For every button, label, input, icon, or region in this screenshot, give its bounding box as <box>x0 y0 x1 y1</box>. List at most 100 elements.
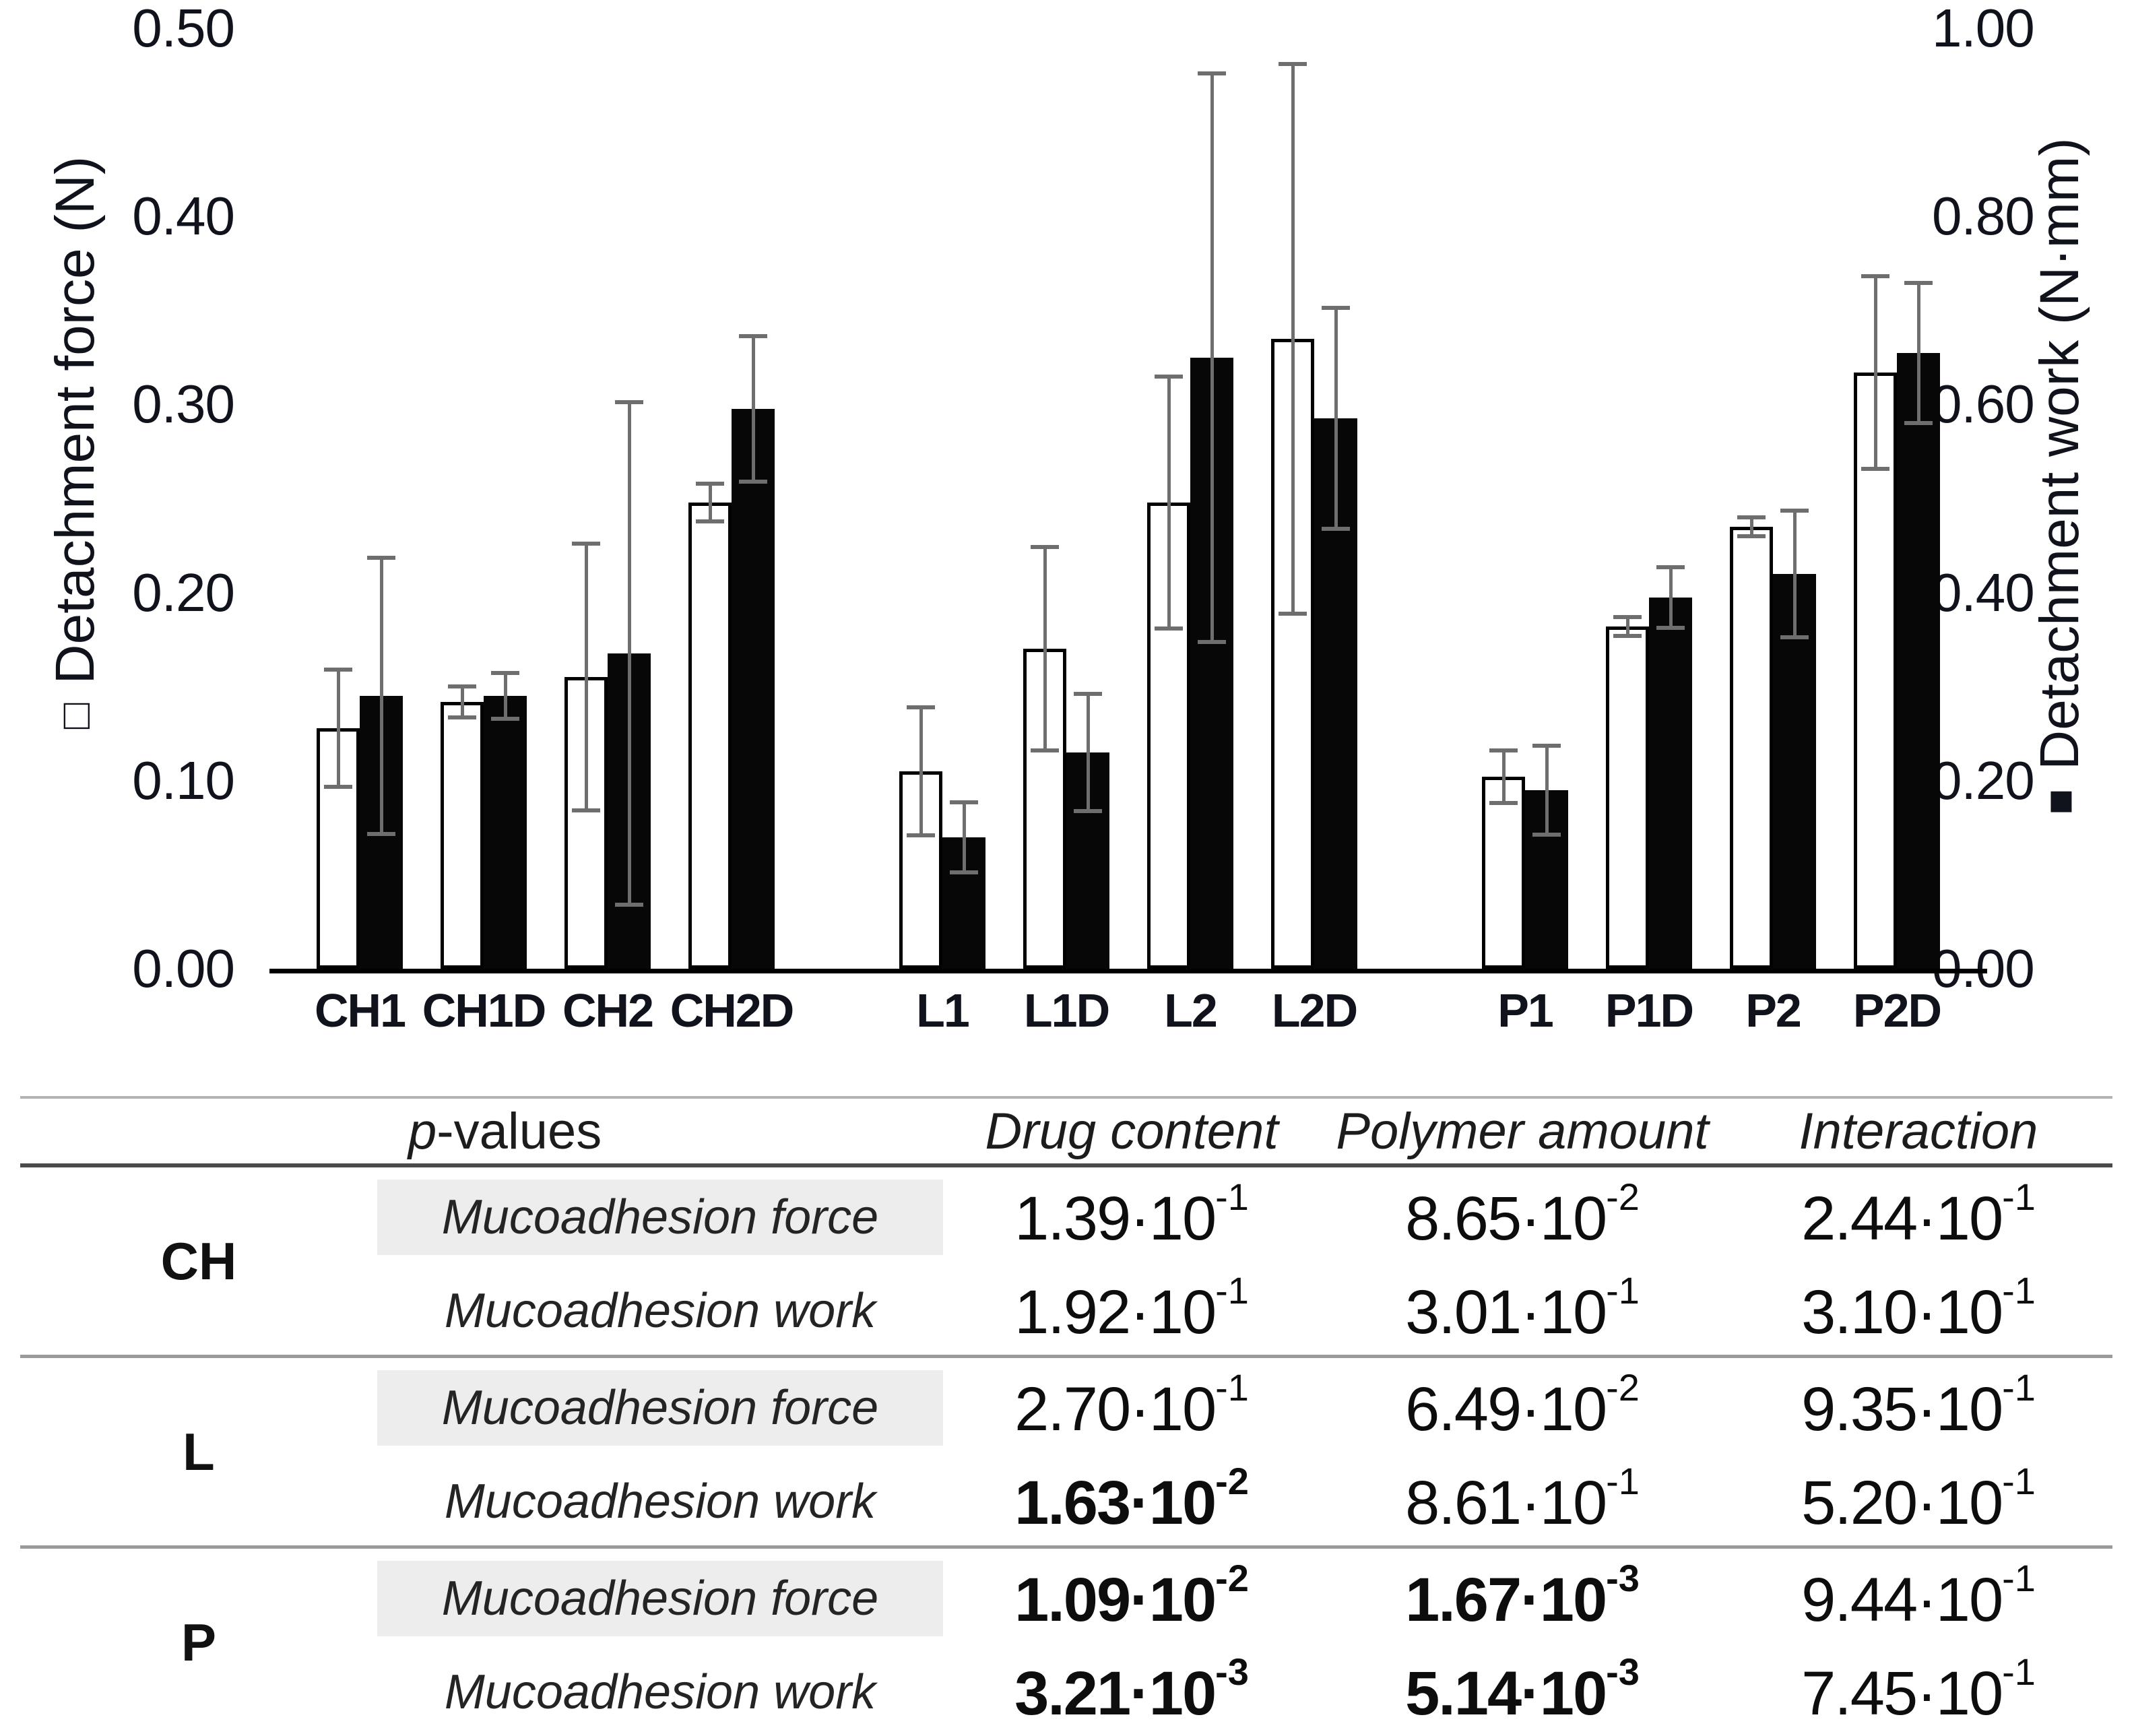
error-bar-force-P1 <box>1501 752 1506 801</box>
error-bar-work-L2 <box>1210 75 1214 640</box>
barwrap-force-P2D <box>1854 274 1897 969</box>
table-group-rows: Mucoadhesion force 1.09·10-2 1.67·10-3 9.44… <box>377 1549 2112 1736</box>
barwrap-force-L1D <box>1023 545 1066 969</box>
category-label-CH2D: CH2D <box>670 984 795 1037</box>
metric-label: Mucoadhesion work <box>444 1283 876 1338</box>
error-cap-top <box>1198 71 1226 75</box>
barwrap-force-L1 <box>899 705 942 969</box>
p-value-cell: 1.92·10-1 <box>1014 1268 1249 1347</box>
p-value-cell: 9.44·10-1 <box>1801 1556 2036 1634</box>
error-bar-work-CH2D <box>751 338 755 480</box>
header-p-values: p-values <box>408 1102 602 1160</box>
table-row-CH-work: Mucoadhesion work 1.92·10-1 3.01·10-1 3.10·… <box>377 1261 2112 1355</box>
force-bar-P1 <box>1482 777 1525 969</box>
error-cap-top <box>615 400 643 404</box>
bar-pair-L1D: L1D <box>1023 28 1110 1037</box>
barwrap-force-CH2 <box>564 542 608 969</box>
p-value-cell: 9.35·10-1 <box>1801 1365 2036 1444</box>
error-cap-bottom <box>1279 612 1307 616</box>
category-label-P2D: P2D <box>1852 984 1942 1037</box>
error-cap-bottom <box>1904 421 1933 425</box>
error-cap-top <box>1532 744 1561 748</box>
table-row-P-work: Mucoadhesion work 3.21·10-3 5.14·10-3 7.45·… <box>377 1642 2112 1736</box>
error-cap-top <box>739 334 767 338</box>
error-bar-work-L2D <box>1334 310 1338 527</box>
error-cap-top <box>367 556 395 560</box>
error-cap-top <box>1031 545 1059 549</box>
p-value-cell: 3.10·10-1 <box>1801 1268 2036 1347</box>
error-bar-force-CH1D <box>460 688 464 715</box>
error-bar-force-L2 <box>1167 379 1171 626</box>
error-cap-top <box>491 671 519 675</box>
category-label-CH1D: CH1D <box>422 984 547 1037</box>
header-drug-content: Drug content <box>985 1102 1279 1160</box>
error-cap-bottom <box>1737 534 1766 538</box>
error-bar-force-P2D <box>1873 278 1877 467</box>
error-cap-top <box>1279 62 1307 66</box>
error-cap-bottom <box>1613 634 1642 638</box>
error-cap-top <box>324 668 352 672</box>
barwrap-work-CH2 <box>608 400 651 969</box>
barwrap-work-L2 <box>1190 71 1233 969</box>
bar-pair-L2: L2 <box>1147 28 1233 1037</box>
error-bar-work-P1 <box>1545 748 1549 833</box>
error-bar-work-CH2 <box>627 404 631 903</box>
barwrap-work-L2D <box>1314 306 1357 969</box>
error-cap-top <box>1074 692 1102 696</box>
barwrap-work-CH1 <box>360 556 403 969</box>
p-values-table: p-values Drug content Polymer amount Int… <box>20 1096 2112 1736</box>
barwrap-force-L2 <box>1147 375 1190 969</box>
force-bar-CH2D <box>688 503 732 969</box>
category-label-CH2: CH2 <box>562 984 654 1037</box>
p-values-table-header: p-values Drug content Polymer amount Int… <box>20 1096 2112 1167</box>
category-label-L1D: L1D <box>1023 984 1110 1037</box>
table-group-L: L Mucoadhesion force 2.70·10-1 6.49·10-2 9.3… <box>20 1355 2112 1545</box>
error-bar-work-L1 <box>962 804 966 870</box>
left-axis-tick-0.30: 0.30 <box>132 374 235 435</box>
error-cap-bottom <box>1532 833 1561 837</box>
error-cap-bottom <box>739 480 767 484</box>
p-value-cell: 8.65·10-2 <box>1405 1175 1640 1253</box>
p-values-table-body: CH Mucoadhesion force 1.39·10-1 8.65·10-2 2.… <box>20 1167 2112 1736</box>
error-cap-bottom <box>1074 809 1102 813</box>
barwrap-force-P2 <box>1730 515 1773 969</box>
error-cap-bottom <box>907 833 935 837</box>
category-label-L2: L2 <box>1164 984 1218 1037</box>
category-label-P1: P1 <box>1497 984 1554 1037</box>
bar-pair-L1: L1 <box>899 28 985 1037</box>
right-axis-tick-0.40: 0.40 <box>1932 562 2035 622</box>
work-bar-P2D <box>1897 353 1940 969</box>
error-cap-bottom <box>1861 467 1889 471</box>
error-bar-force-P2 <box>1749 519 1753 534</box>
error-cap-bottom <box>1780 635 1809 639</box>
error-cap-top <box>1489 748 1518 752</box>
force-bar-P2D <box>1854 373 1897 969</box>
force-bar-P1D <box>1606 626 1649 969</box>
error-bar-work-P2 <box>1792 513 1797 635</box>
error-cap-top <box>448 684 476 688</box>
p-value-cell: 1.09·10-2 <box>1014 1556 1249 1634</box>
p-value-cell: 1.63·10-2 <box>1014 1459 1249 1537</box>
plot-area: CH1 CH1D CH2 CH2D L1 L1D L2 L2D P1 P1D P2 P2D <box>269 28 1987 1037</box>
right-axis-tick-1.00: 1.00 <box>1932 0 2035 58</box>
error-cap-top <box>1780 509 1809 513</box>
error-cap-top <box>907 705 935 709</box>
p-value-cell: 5.20·10-1 <box>1801 1459 2036 1537</box>
bar-pair-CH2: CH2 <box>562 28 654 1037</box>
barwrap-work-P2D <box>1897 281 1940 969</box>
error-cap-bottom <box>1656 626 1685 630</box>
work-bar-CH2D <box>732 409 775 969</box>
work-bar-P1D <box>1649 598 1692 969</box>
bar-pair-CH1D: CH1D <box>422 28 546 1037</box>
left-axis-tick-0.40: 0.40 <box>132 186 235 247</box>
right-axis-tick-0.20: 0.20 <box>1932 750 2035 810</box>
right-axis-tick-0.80: 0.80 <box>1932 186 2035 247</box>
p-value-cell: 3.21·10-3 <box>1014 1650 1249 1728</box>
barwrap-force-CH1D <box>441 684 484 969</box>
error-cap-bottom <box>1031 748 1059 752</box>
bar-pair-CH2D: CH2D <box>670 28 794 1037</box>
barwrap-work-L1D <box>1066 692 1109 969</box>
error-bar-work-CH1 <box>379 560 383 832</box>
error-cap-bottom <box>1489 801 1518 805</box>
bar-group-L: L1 L1D L2 L2D <box>899 28 1358 1037</box>
